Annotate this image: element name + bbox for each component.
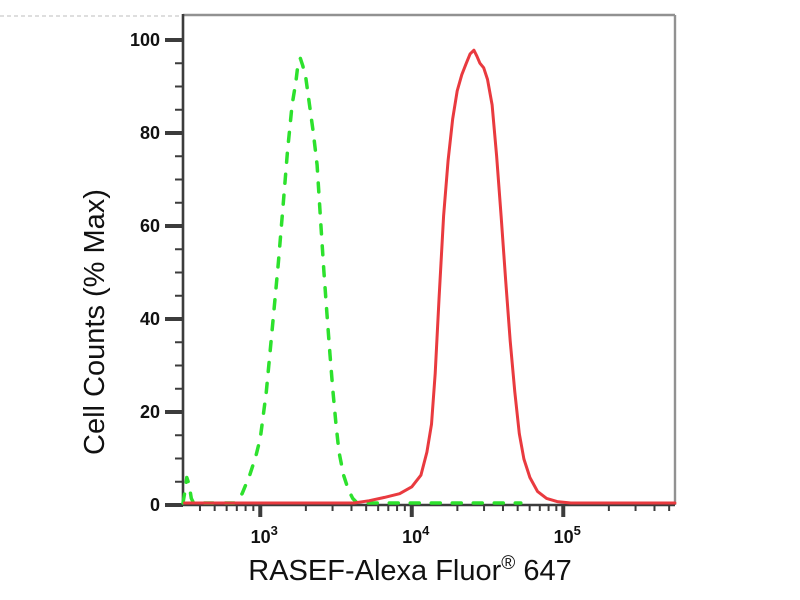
y-axis-tick-label: 0 [150,495,160,515]
x-axis-tick-label: 103 [251,523,278,547]
x-tick-base: 10 [554,527,574,547]
x-axis-tick-label: 105 [554,523,581,547]
y-axis-title: Cell Counts (% Max) [79,189,111,455]
plot-area [183,15,675,505]
x-axis-ticks: 103 104 105 [198,505,671,547]
x-axis-tick-label: 104 [402,523,430,547]
y-axis-tick-label: 40 [140,309,160,329]
x-tick-base: 10 [402,527,422,547]
red-solid-curve [183,48,677,505]
x-tick-exponent: 3 [271,523,278,538]
y-axis-tick-label: 20 [140,402,160,422]
x-axis-title-main: RASEF-Alexa Fluor [248,555,501,587]
y-axis-tick-label: 60 [140,216,160,236]
x-axis-title-tail: 647 [515,555,571,587]
x-tick-exponent: 4 [422,523,430,538]
registered-trademark-symbol: ® [501,553,515,574]
histogram-curves [181,48,677,505]
y-axis-tick-label: 80 [140,123,160,143]
x-axis-title: RASEF-Alexa Fluor® 647 [248,553,571,587]
y-axis-ticks: 0 20 40 60 80 100 [130,30,183,515]
x-tick-exponent: 5 [574,523,581,538]
x-tick-base: 10 [251,527,271,547]
y-axis-tick-label: 100 [130,30,160,50]
